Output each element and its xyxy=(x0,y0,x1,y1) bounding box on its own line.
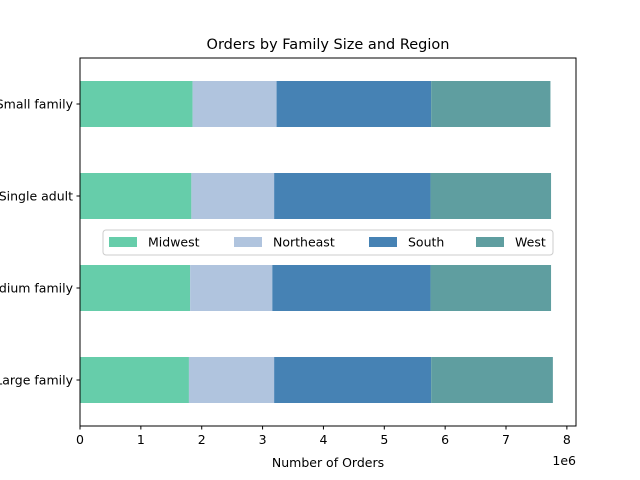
plot-frame xyxy=(79,57,577,427)
x-tick-label: 2 xyxy=(198,432,206,447)
bar-northeast-3 xyxy=(188,357,275,403)
x-tick-label: 0 xyxy=(76,432,84,447)
bar-south-0 xyxy=(276,81,432,127)
x-axis-label: Number of Orders xyxy=(272,455,384,470)
y-tick-label: Small family xyxy=(0,97,74,112)
bars-group xyxy=(80,81,553,403)
y-tick-label: Medium family xyxy=(0,281,74,296)
bar-south-1 xyxy=(274,173,431,219)
legend-swatch-northeast xyxy=(234,237,262,247)
bar-west-1 xyxy=(430,173,552,219)
bar-northeast-0 xyxy=(192,81,277,127)
y-tick-label: Large family xyxy=(0,373,74,388)
legend-label-northeast: Northeast xyxy=(273,235,335,250)
legend-box xyxy=(102,229,554,256)
bar-south-2 xyxy=(272,265,431,311)
legend-swatch-midwest xyxy=(109,237,137,247)
legend-label-south: South xyxy=(408,235,444,250)
bar-south-3 xyxy=(274,357,432,403)
x-axis-scale-label: 1e6 xyxy=(552,453,576,468)
legend-label-west: West xyxy=(515,235,546,250)
legend-swatch-south xyxy=(369,237,397,247)
x-axis-ticks: 0 1 2 3 4 5 6 7 8 xyxy=(76,426,571,447)
legend-label-midwest: Midwest xyxy=(148,235,200,250)
bar-northeast-1 xyxy=(191,173,275,219)
x-tick-label: 8 xyxy=(563,432,571,447)
bar-midwest-0 xyxy=(80,81,193,127)
x-tick-label: 3 xyxy=(259,432,267,447)
chart-title: Orders by Family Size and Region xyxy=(207,37,450,53)
bar-west-0 xyxy=(431,81,551,127)
bar-midwest-2 xyxy=(80,265,191,311)
bar-northeast-2 xyxy=(190,265,273,311)
bar-west-3 xyxy=(431,357,553,403)
x-tick-label: 6 xyxy=(441,432,449,447)
legend-swatch-west xyxy=(476,237,504,247)
x-tick-label: 7 xyxy=(502,432,510,447)
bar-midwest-3 xyxy=(80,357,189,403)
x-tick-label: 4 xyxy=(319,432,327,447)
legend: Midwest Northeast South West xyxy=(102,229,554,256)
x-tick-label: 5 xyxy=(380,432,388,447)
bar-midwest-1 xyxy=(80,173,192,219)
bar-west-2 xyxy=(430,265,552,311)
y-tick-label: Single adult xyxy=(0,189,73,204)
x-tick-label: 1 xyxy=(137,432,145,447)
y-axis-ticks: Small family Single adult Medium family Lar… xyxy=(0,97,80,388)
